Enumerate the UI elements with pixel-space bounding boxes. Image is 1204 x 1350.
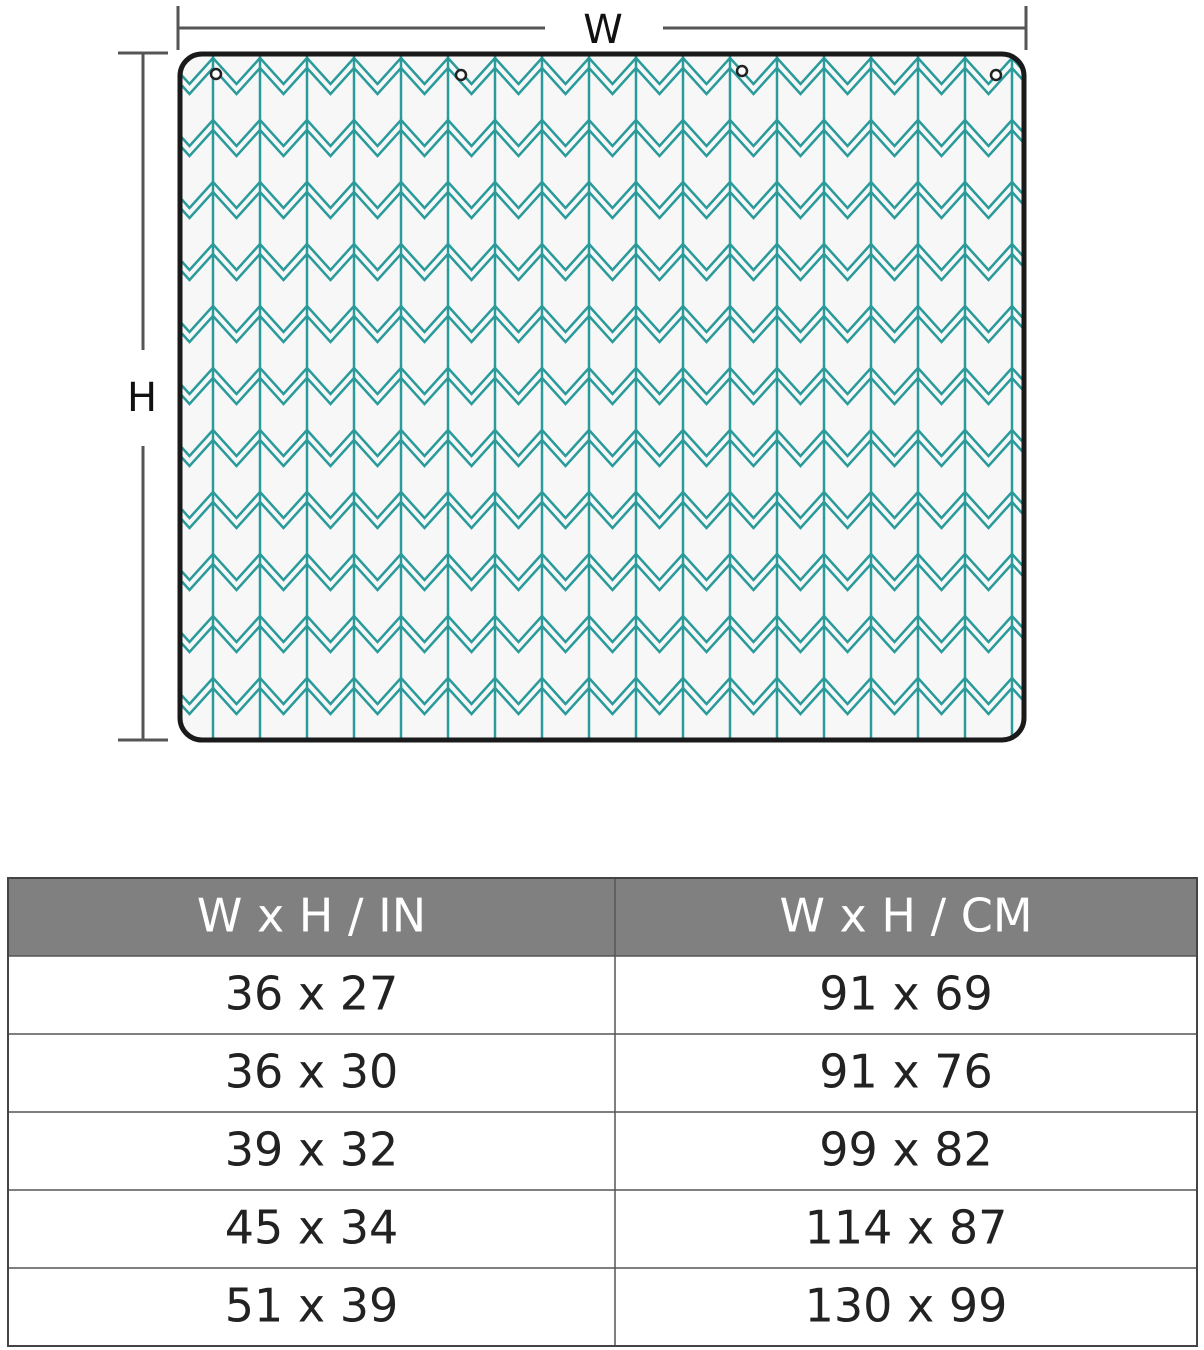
- table-cell: 130 x 99: [805, 1279, 1008, 1333]
- table-cell: 51 x 39: [225, 1279, 399, 1333]
- table-border: [7, 877, 1198, 1347]
- header-background: [8, 878, 1197, 956]
- table-cell: 99 x 82: [819, 1123, 993, 1177]
- height-dimension: [118, 51, 168, 742]
- header-cell: W x H / IN: [197, 889, 426, 943]
- table-cell: 39 x 32: [225, 1123, 399, 1177]
- size-table: W x H / IN W x H / CM 36 x 27 91 x 69 36 x 3…: [7, 877, 1198, 1347]
- width-dimension: [176, 6, 1028, 50]
- height-label: H: [127, 375, 157, 421]
- header-cell: W x H / CM: [779, 889, 1032, 943]
- table-cell: 91 x 69: [819, 967, 993, 1021]
- table-cell: 91 x 76: [819, 1045, 993, 1099]
- width-label: W: [583, 7, 623, 53]
- table-cell: 36 x 30: [225, 1045, 399, 1099]
- table-cell: 36 x 27: [225, 967, 399, 1021]
- blanket: [177, 51, 1027, 743]
- table-cell: 45 x 34: [225, 1201, 399, 1255]
- table-cell: 114 x 87: [805, 1201, 1008, 1255]
